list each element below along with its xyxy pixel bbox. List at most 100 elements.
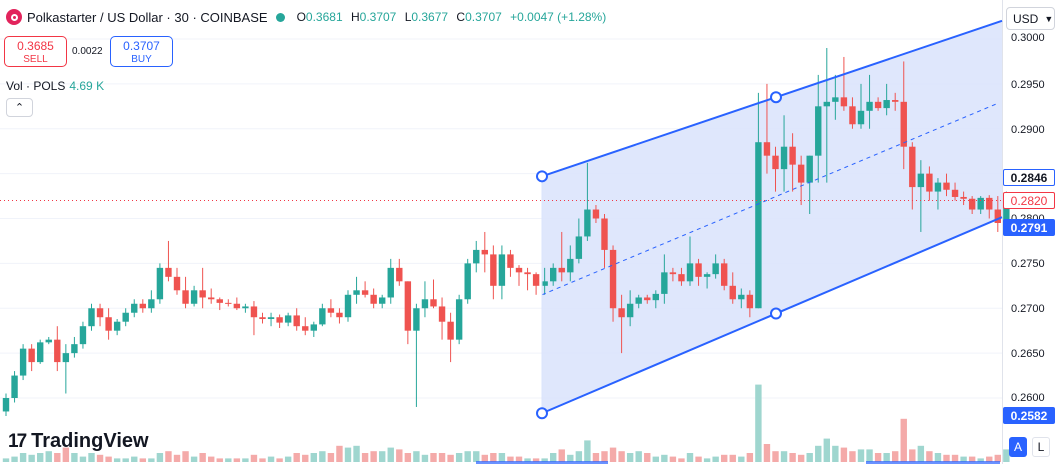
volume-bar [763, 444, 771, 462]
volume-bar [832, 445, 839, 462]
candle-body [849, 106, 856, 125]
candle-body [370, 294, 377, 304]
chevron-down-icon: ▼ [1044, 13, 1054, 24]
candle-body [558, 267, 565, 273]
candle-body [242, 306, 249, 309]
price-axis-label: 0.2900 [1011, 124, 1045, 136]
candle-body [823, 101, 830, 107]
volume-bar [772, 451, 779, 462]
candle-body [515, 267, 523, 273]
volume-bar [242, 458, 249, 462]
volume-bar [994, 454, 1001, 462]
channel-drag-handle[interactable] [536, 407, 548, 420]
candle-body [541, 281, 548, 286]
candle-body [507, 254, 514, 268]
candle-body [455, 299, 463, 340]
candle-body [815, 106, 822, 156]
candle-body [883, 100, 890, 109]
ohlc-values: O0.3681 H0.3707 L0.3677 C0.3707 +0.0047 … [296, 10, 607, 24]
price-axis-label: 0.2700 [1011, 303, 1045, 315]
volume-bar [797, 454, 805, 462]
sell-button[interactable]: 0.3685 SELL [4, 36, 67, 67]
candle-body [113, 321, 121, 331]
volume-bar [139, 458, 146, 462]
candle-body [302, 326, 309, 331]
price-axis-label: 0.2650 [1011, 348, 1045, 360]
symbol-title[interactable]: Polkastarter / US Dollar · 30 · COINBASE [27, 9, 268, 25]
volume-bar [28, 454, 35, 462]
volume-bar [892, 451, 899, 462]
auto-scale-button[interactable]: A [1009, 437, 1027, 457]
volume-bar [498, 453, 506, 462]
volume-bar [267, 456, 275, 462]
channel-lower-price-tag: 0.2791 [1003, 219, 1055, 236]
channel-drag-handle[interactable] [770, 307, 782, 320]
low-value: 0.3677 [411, 10, 449, 24]
candle-body [28, 348, 35, 363]
candle-body [156, 267, 164, 300]
candle-body [173, 276, 181, 291]
volume-bar [122, 458, 129, 462]
volume-bar [678, 458, 685, 462]
volume-bar [481, 454, 488, 462]
volume-bar [353, 445, 360, 462]
polkastarter-logo-icon [6, 9, 22, 25]
price-axis-label: 0.2750 [1011, 258, 1045, 270]
candle-body [19, 348, 27, 376]
volume-bar [601, 451, 608, 462]
volume-bar [558, 449, 565, 462]
volume-bar [857, 449, 865, 462]
candle-body [575, 236, 583, 259]
candle-body [96, 308, 104, 318]
volume-bar [438, 453, 446, 462]
volume-bar [131, 456, 138, 462]
volume-bar [840, 447, 848, 462]
candle-body [379, 297, 386, 304]
candle-body [738, 294, 745, 300]
volume-bar [404, 453, 412, 462]
candle-body [806, 155, 813, 183]
volume-bar [387, 447, 394, 462]
volume-bar [208, 456, 215, 462]
buy-button[interactable]: 0.3707 BUY [110, 36, 173, 67]
currency-select[interactable]: USD ▼ [1006, 7, 1055, 30]
channel-drag-handle[interactable] [536, 170, 548, 183]
candle-body [866, 101, 873, 111]
candle-body [430, 299, 437, 307]
log-scale-button[interactable]: L [1032, 437, 1050, 457]
volume-bar [507, 456, 514, 462]
time-axis-range-highlight [476, 461, 608, 464]
tradingview-logo[interactable]: 17 TradingView [8, 430, 149, 453]
candle-body [626, 303, 634, 318]
volume-bar [960, 456, 967, 462]
volume-bar [11, 456, 18, 462]
volume-bar [738, 456, 745, 462]
volume-bar [473, 451, 480, 462]
volume-bar [644, 453, 651, 462]
candle-body [532, 274, 540, 286]
collapse-legend-button[interactable]: ⌃ [6, 98, 33, 117]
channel-drag-handle[interactable] [770, 91, 782, 104]
candle-body [909, 146, 916, 188]
chart-header: Polkastarter / US Dollar · 30 · COINBASE… [6, 9, 611, 25]
volume-bar [823, 438, 830, 462]
candle-body [88, 308, 95, 327]
price-axis-label: 0.2950 [1011, 79, 1045, 91]
candle-body [71, 344, 78, 354]
candle-body [797, 164, 805, 183]
candle-body [293, 315, 300, 327]
tradingview-logo-text: TradingView [31, 430, 149, 452]
close-value: 0.3707 [465, 10, 502, 24]
volume-bar [19, 453, 27, 462]
volume-bar [344, 447, 352, 462]
volume-bar [635, 451, 642, 462]
volume-bar [618, 451, 625, 462]
volume-bar [490, 453, 497, 462]
buy-label: BUY [131, 54, 152, 65]
volume-bar [190, 456, 198, 462]
volume-bar [951, 454, 959, 462]
candle-body [892, 100, 899, 102]
candle-body [131, 303, 138, 313]
volume-bar [199, 453, 206, 462]
